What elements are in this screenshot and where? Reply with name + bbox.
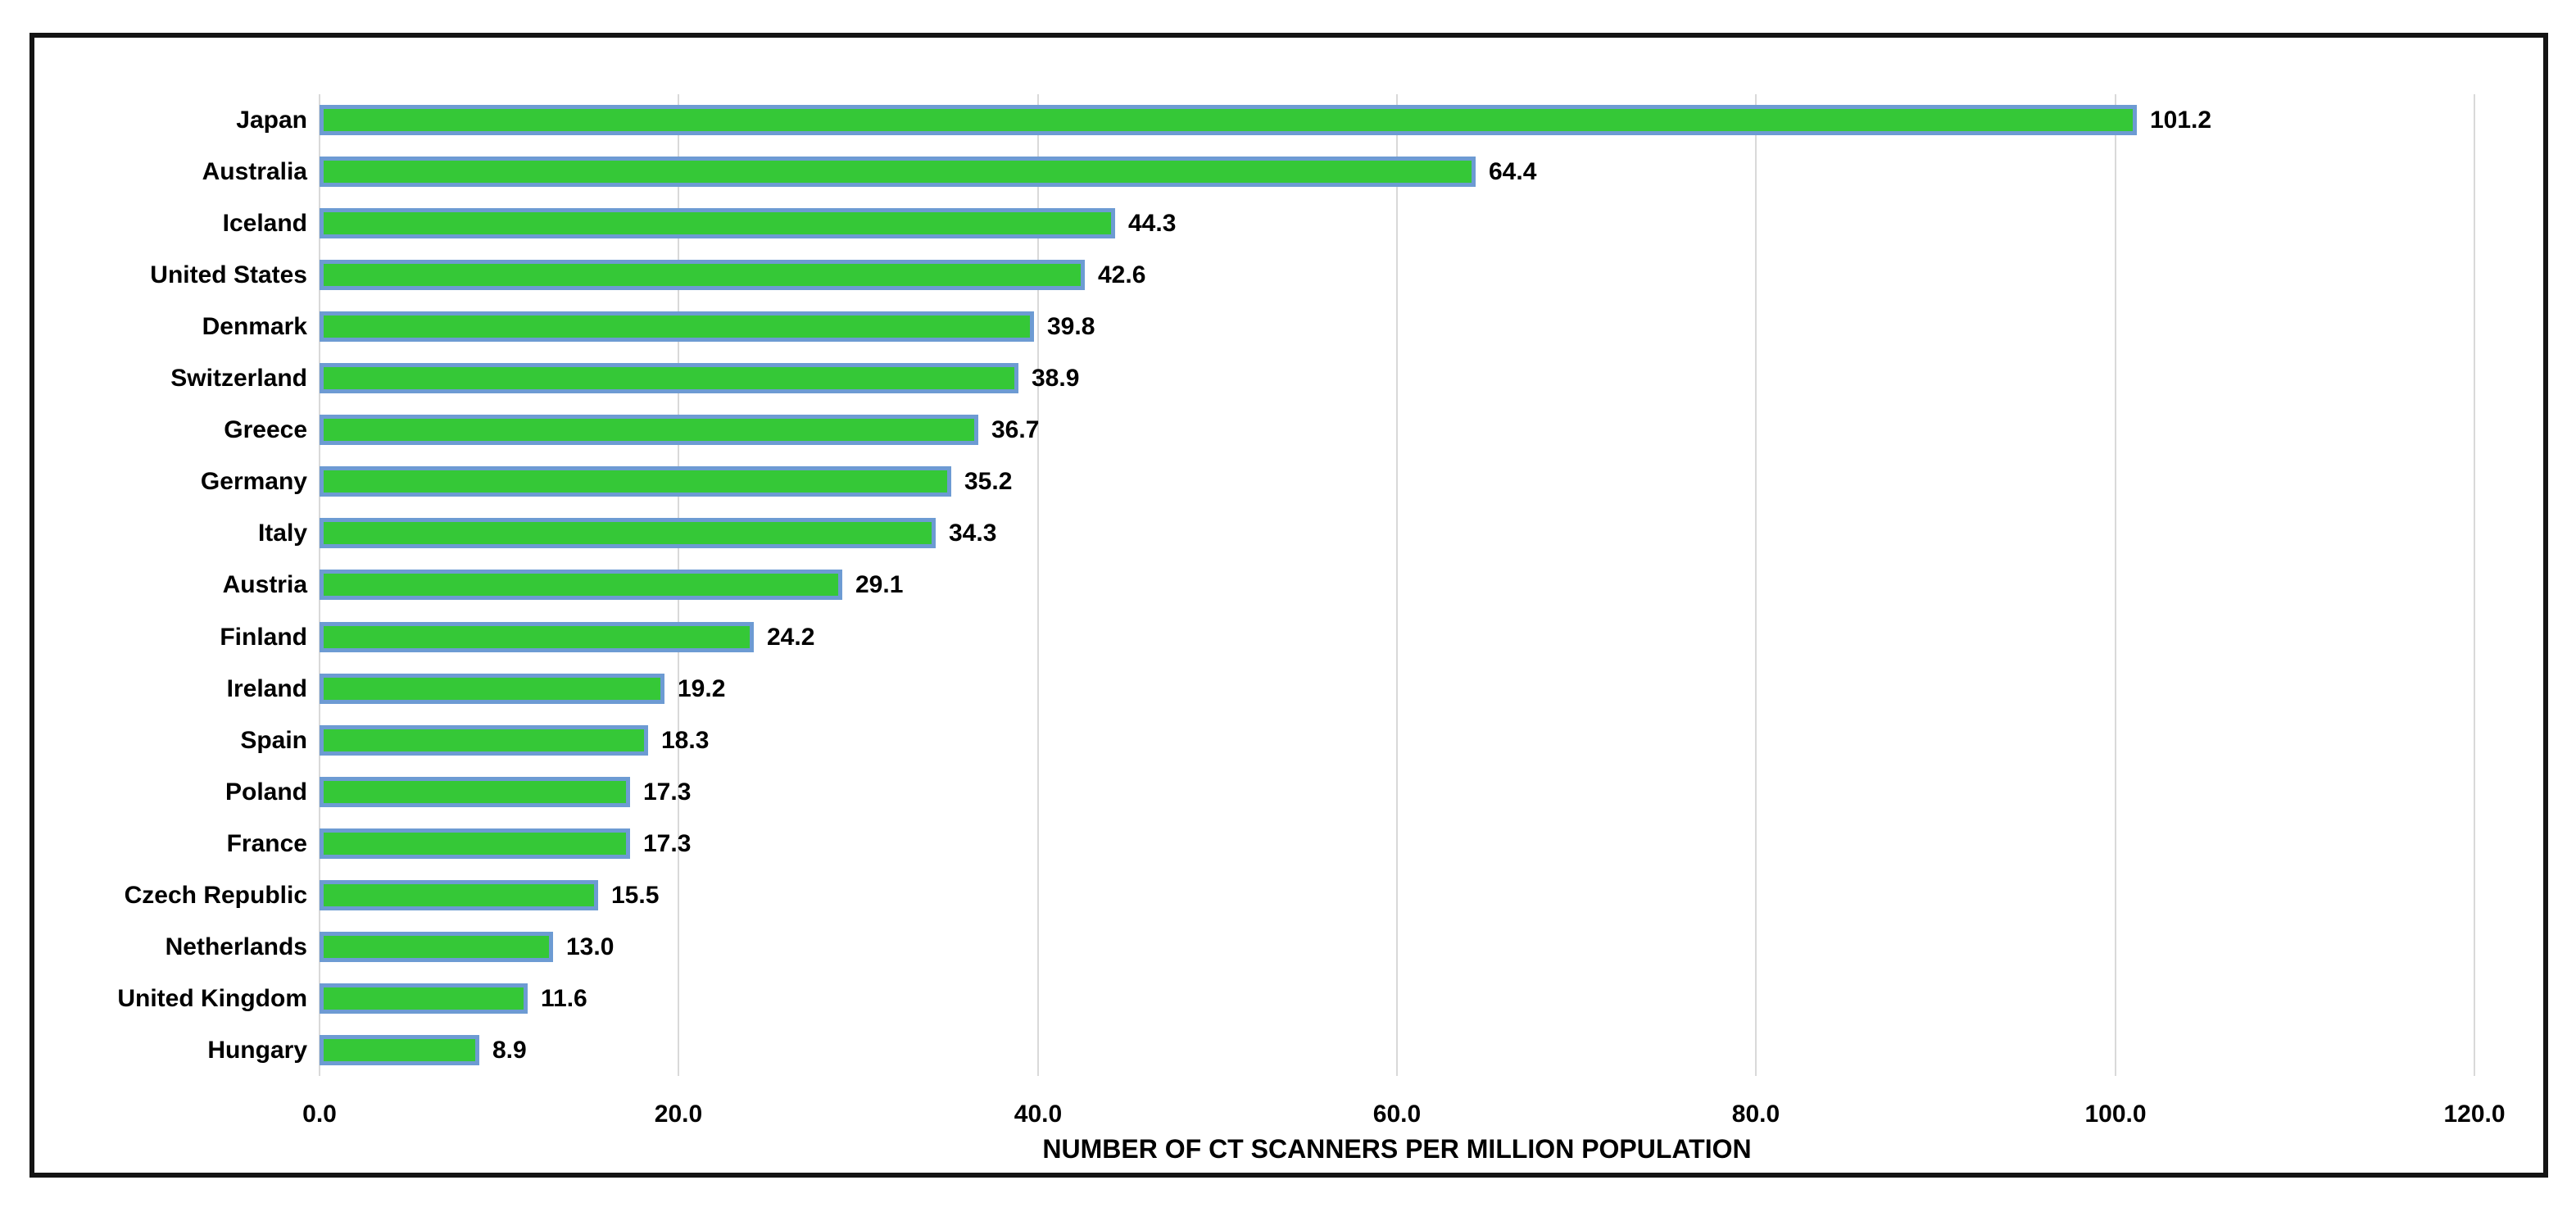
bar [320,311,1034,342]
category-label: Poland [224,778,307,806]
category-label: Greece [224,416,307,443]
category-label: Spain [240,727,307,754]
bar [320,363,1018,393]
bar [320,983,528,1014]
bar [320,105,2137,135]
plot-area: Japan 101.2 Australia 64.4 Iceland 44.3 United… [117,94,2475,1076]
bar [320,518,936,548]
bar-row: United States 42.6 [150,249,2474,301]
value-label: 11.6 [541,985,587,1012]
bar [320,570,842,600]
bar-row: Finland 24.2 [220,611,2474,663]
gridline [2115,94,2116,1076]
value-label: 17.3 [643,778,692,806]
bar-row: Australia 64.4 [202,146,2474,197]
value-label: 64.4 [1489,158,1537,185]
value-label: 15.5 [611,882,660,909]
value-label: 18.3 [661,727,710,754]
value-label: 17.3 [643,830,692,857]
bar-row: Italy 34.3 [258,507,2474,559]
bar-row: Iceland 44.3 [223,197,2474,249]
bar [320,260,1085,290]
bar-row: Switzerland 38.9 [170,352,2474,404]
x-axis-title: NUMBER OF CT SCANNERS PER MILLION POPULA… [1042,1134,1752,1164]
bar-row: Japan 101.2 [236,94,2474,146]
category-label: Italy [257,520,307,547]
bar-row: Netherlands 13.0 [166,921,2474,973]
value-label: 39.8 [1047,313,1095,340]
bar-row: Hungary 8.9 [207,1024,2474,1076]
bar [320,777,630,807]
value-label: 19.2 [678,675,726,702]
category-label: Japan [236,107,307,134]
gridline [1396,94,1398,1076]
x-axis-tick-label: 60.0 [1372,1101,1422,1128]
value-label: 13.0 [566,933,615,960]
gridline [1755,94,1757,1076]
bar-row: France 17.3 [227,818,2474,869]
x-axis-tick-label: 20.0 [654,1101,703,1128]
category-label: United Kingdom [117,985,307,1012]
bar [320,622,754,652]
x-axis-tick-label: 40.0 [1014,1101,1063,1128]
category-label: Ireland [226,675,307,702]
category-label: Finland [220,624,307,651]
category-label: Czech Republic [124,882,307,909]
category-label: Switzerland [170,365,307,392]
category-label: Iceland [222,210,307,237]
x-axis-tick-label: 80.0 [1731,1101,1780,1128]
category-label: France [226,830,307,857]
bar [320,725,648,756]
value-label: 8.9 [492,1037,527,1064]
bar-row: Spain 18.3 [240,715,2474,766]
value-label: 24.2 [767,624,815,651]
bar [320,1035,479,1065]
bar-row: Austria 29.1 [223,559,2474,611]
value-label: 38.9 [1032,365,1080,392]
bar [320,828,630,859]
chart-frame: Japan 101.2 Australia 64.4 Iceland 44.3 United… [29,33,2548,1178]
bar [320,208,1115,238]
category-label: United States [150,261,307,288]
gridline [2474,94,2475,1076]
category-label: Denmark [202,313,307,340]
x-axis-tick-label: 100.0 [2084,1101,2147,1128]
bar-row: Ireland 19.2 [227,663,2474,715]
bar-row: Greece 36.7 [224,404,2474,456]
bar [320,466,951,497]
bar [320,415,978,445]
value-label: 101.2 [2150,107,2212,134]
gridline [1037,94,1039,1076]
category-label: Netherlands [165,933,307,960]
value-label: 36.7 [991,416,1040,443]
bar-row: Poland 17.3 [225,766,2474,818]
x-axis-tick-label: 0.0 [302,1101,337,1128]
value-label: 42.6 [1098,261,1146,288]
bar [320,880,598,910]
value-label: 44.3 [1128,210,1177,237]
value-label: 35.2 [964,468,1013,495]
x-axis-ticks: 0.0 20.0 40.0 60.0 80.0 100.0 120.0 [34,1096,2543,1133]
bar [320,157,1476,187]
category-label: Germany [200,468,307,495]
category-label: Australia [202,158,307,185]
bar-row: Germany 35.2 [201,456,2474,507]
category-label: Austria [222,571,307,598]
category-label: Hungary [207,1037,307,1064]
value-label: 34.3 [949,520,997,547]
bar-row: United Kingdom 11.6 [117,973,2474,1024]
bar [320,674,664,704]
bar [320,932,553,962]
bar-row: Czech Republic 15.5 [125,869,2474,921]
value-label: 29.1 [855,571,904,598]
x-axis-tick-label: 120.0 [2443,1101,2506,1128]
bar-row: Denmark 39.8 [202,301,2474,352]
